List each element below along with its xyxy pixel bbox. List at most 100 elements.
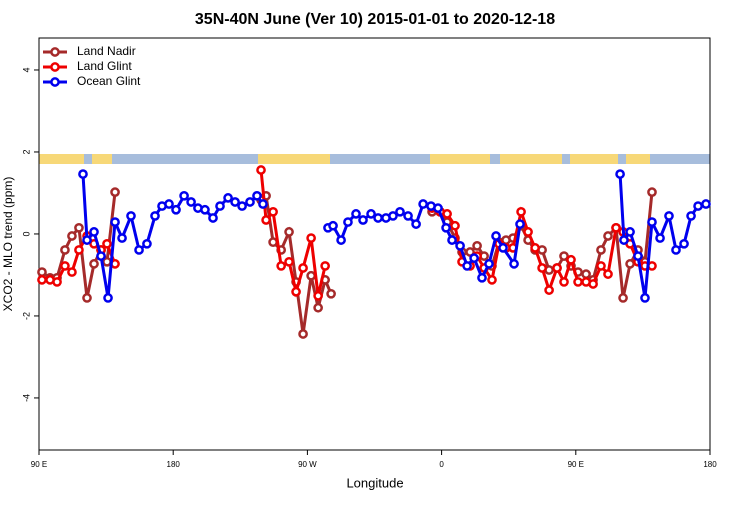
data-point bbox=[566, 254, 576, 265]
data-point bbox=[559, 277, 569, 287]
data-point bbox=[298, 263, 308, 273]
data-point bbox=[523, 227, 533, 237]
data-point bbox=[640, 293, 650, 303]
data-point bbox=[230, 197, 240, 207]
data-point bbox=[487, 275, 497, 285]
data-point bbox=[603, 269, 613, 279]
data-point bbox=[328, 220, 338, 231]
data-point bbox=[573, 277, 583, 287]
data-point bbox=[258, 199, 268, 209]
data-point bbox=[498, 243, 508, 253]
data-point bbox=[625, 227, 635, 237]
data-point bbox=[619, 235, 629, 245]
data-point bbox=[37, 267, 47, 277]
data-point bbox=[625, 259, 635, 269]
data-point bbox=[418, 199, 428, 209]
data-point bbox=[509, 259, 519, 269]
x-tick-label: 90 E bbox=[31, 460, 47, 469]
data-point bbox=[544, 285, 554, 295]
data-point bbox=[484, 259, 494, 269]
data-point bbox=[52, 277, 62, 287]
data-point bbox=[252, 190, 262, 201]
data-point bbox=[103, 293, 113, 303]
data-point bbox=[647, 187, 657, 197]
data-point bbox=[441, 222, 451, 233]
x-tick-label: 90 W bbox=[298, 460, 317, 469]
data-point bbox=[403, 211, 413, 221]
data-point bbox=[60, 245, 70, 255]
data-point bbox=[60, 261, 70, 271]
data-point bbox=[268, 206, 278, 217]
data-point bbox=[611, 222, 621, 233]
data-point bbox=[581, 269, 591, 279]
data-point bbox=[366, 209, 376, 219]
data-point bbox=[110, 217, 120, 227]
data-point bbox=[223, 193, 233, 203]
data-point bbox=[89, 259, 99, 269]
data-point bbox=[633, 251, 643, 261]
data-point bbox=[326, 288, 336, 299]
data-point bbox=[462, 261, 472, 271]
y-tick-label: 2 bbox=[21, 149, 31, 154]
data-point bbox=[693, 201, 703, 211]
data-point bbox=[78, 169, 88, 179]
data-point bbox=[164, 199, 174, 209]
data-point bbox=[67, 231, 77, 241]
data-point bbox=[74, 222, 84, 233]
data-point bbox=[117, 233, 127, 243]
data-point bbox=[134, 245, 144, 255]
data-point bbox=[142, 238, 152, 249]
data-point bbox=[515, 219, 525, 229]
data-point bbox=[373, 213, 383, 223]
data-point bbox=[200, 204, 210, 215]
data-point bbox=[618, 293, 628, 303]
data-point bbox=[245, 197, 255, 207]
data-point bbox=[588, 279, 598, 289]
data-point bbox=[701, 199, 711, 209]
data-point bbox=[74, 245, 84, 255]
data-point bbox=[171, 204, 181, 215]
data-point bbox=[67, 267, 77, 277]
data-point bbox=[491, 231, 501, 241]
data-point bbox=[150, 211, 160, 221]
data-point bbox=[82, 293, 92, 303]
data-point bbox=[477, 272, 487, 283]
x-tick-label: 90 E bbox=[568, 460, 584, 469]
legend-label: Land Glint bbox=[77, 59, 132, 73]
data-point bbox=[388, 211, 398, 221]
data-point bbox=[455, 240, 465, 251]
data-point bbox=[284, 227, 294, 237]
data-point bbox=[559, 251, 569, 261]
y-axis-label: XCO2 - MLO trend (ppm) bbox=[1, 177, 15, 312]
data-point bbox=[126, 211, 136, 221]
data-point bbox=[89, 227, 99, 237]
plot-frame bbox=[38, 37, 711, 451]
data-point bbox=[306, 270, 316, 281]
data-point bbox=[320, 261, 330, 271]
chart-title: 35N-40N June (Ver 10) 2015-01-01 to 2020… bbox=[195, 11, 555, 28]
data-point bbox=[336, 235, 346, 245]
data-point bbox=[215, 201, 225, 211]
data-point bbox=[306, 233, 316, 243]
data-point bbox=[313, 291, 323, 301]
legend-marker bbox=[50, 47, 60, 57]
x-axis-label: Longitude bbox=[346, 475, 403, 490]
data-point bbox=[530, 243, 540, 253]
data-point bbox=[179, 190, 189, 201]
data-point bbox=[186, 197, 196, 207]
data-point bbox=[552, 263, 562, 273]
data-point bbox=[237, 201, 247, 211]
data-point bbox=[96, 251, 106, 261]
data-point bbox=[82, 235, 92, 245]
data-point bbox=[313, 302, 323, 313]
y-tick-label: -2 bbox=[21, 312, 31, 320]
y-tick-label: 4 bbox=[21, 67, 31, 72]
y-tick-label: 0 bbox=[21, 231, 31, 236]
data-point bbox=[256, 165, 266, 175]
data-point bbox=[516, 206, 526, 217]
series-line bbox=[41, 169, 652, 298]
data-point bbox=[298, 329, 308, 339]
data-point bbox=[615, 169, 625, 179]
x-tick-label: 180 bbox=[167, 460, 181, 469]
